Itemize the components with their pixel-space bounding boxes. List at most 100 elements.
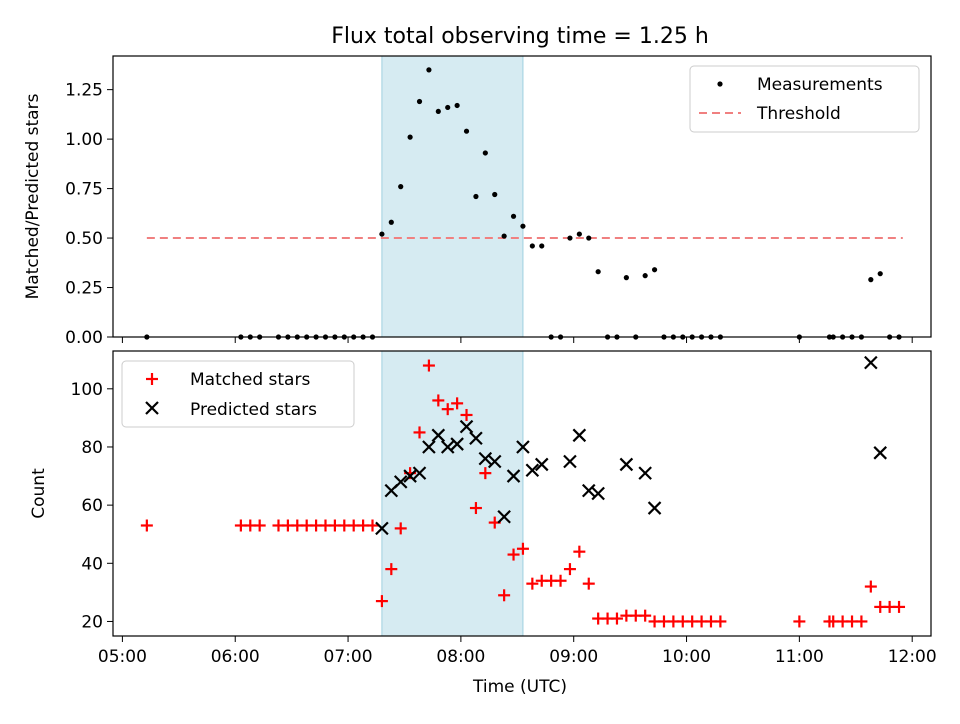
observing-window-shade <box>381 350 524 637</box>
time-x-tick-label: 09:00 <box>549 647 598 667</box>
count-legend: Matched stars Predicted stars <box>121 360 355 428</box>
matched-star-point <box>563 563 576 576</box>
measurement-point <box>492 191 498 198</box>
matched-star-point <box>507 548 520 561</box>
time-x-axis-label: Time (UTC) <box>472 677 567 697</box>
matched-star-point <box>394 522 407 535</box>
measurement-point <box>407 134 413 140</box>
matched-star-point <box>893 600 906 613</box>
measurement-point <box>651 267 658 273</box>
legend-measurements-label: Measurements <box>757 75 883 95</box>
observing-window-shade <box>381 55 524 338</box>
legend-predicted-label: Predicted stars <box>190 400 317 420</box>
time-x-tick-label: 07:00 <box>324 647 373 667</box>
predicted-star-point <box>450 437 464 451</box>
matched-star-point <box>516 542 529 555</box>
count-y-tick-label: 20 <box>81 612 103 632</box>
predicted-star-point <box>403 469 417 483</box>
matched-star-point <box>639 609 652 622</box>
predicted-star-point <box>581 483 596 498</box>
count-panel: 20 40 60 80 100 05:00 06:00 07:00 08:00 09:00 10:… <box>29 350 937 697</box>
matched-star-point <box>385 563 398 576</box>
ratio-y-tick-label: 1.00 <box>65 130 103 150</box>
ratio-x-ticks <box>121 337 913 343</box>
time-x-tick-label: 10:00 <box>662 647 711 667</box>
matched-star-point <box>441 403 454 416</box>
measurement-point <box>567 235 573 241</box>
predicted-star-point <box>563 454 577 469</box>
matched-star-point <box>498 589 511 602</box>
time-x-tick-label: 05:00 <box>98 647 147 667</box>
predicted-star-point <box>619 457 634 472</box>
matched-star-point <box>432 394 445 407</box>
measurement-point <box>576 231 582 237</box>
measurement-point <box>501 233 507 239</box>
measurement-point <box>379 231 385 237</box>
measurement-point <box>520 223 526 229</box>
measurement-point <box>473 193 479 200</box>
measurement-point <box>398 184 404 190</box>
predicted-star-point <box>647 501 662 515</box>
ratio-panel: 0.00 0.25 0.50 0.75 1.00 1.25 Matched/Predict… <box>23 55 932 348</box>
count-y-axis-label: Count <box>29 468 49 519</box>
ratio-y-tick-label: 0.50 <box>65 229 103 249</box>
time-x-tick-label: 08:00 <box>436 647 485 667</box>
matched-star-point <box>526 577 539 590</box>
predicted-star-point <box>497 509 511 524</box>
legend-matched-marker <box>146 373 158 385</box>
measurement-point <box>426 67 432 73</box>
measurement-point <box>595 269 601 275</box>
time-x-tick-label: 11:00 <box>775 647 824 667</box>
time-x-tick-label: 06:00 <box>211 647 260 667</box>
matched-star-point <box>366 519 379 532</box>
matched-star-point <box>610 612 623 625</box>
count-y-axis: 20 40 60 80 100 <box>71 380 113 632</box>
predicted-stars-points <box>375 355 888 536</box>
measurement-point <box>463 128 470 134</box>
legend-matched-label: Matched stars <box>190 370 310 390</box>
matched-stars-points <box>140 359 906 628</box>
ratio-panel-frame <box>112 55 932 338</box>
measurement-point <box>416 98 423 105</box>
matched-star-point <box>469 502 482 515</box>
measurement-point <box>482 150 488 156</box>
legend-measurements-marker <box>717 81 723 87</box>
matched-star-point <box>554 574 567 587</box>
measurement-point <box>454 102 460 109</box>
predicted-star-point <box>422 440 436 454</box>
legend-predicted-marker <box>145 401 159 415</box>
predicted-star-point <box>873 446 888 460</box>
time-x-tick-label: 12:00 <box>888 647 937 667</box>
measurement-point <box>642 273 648 279</box>
matched-star-point <box>413 426 426 439</box>
ratio-y-axis-label: Matched/Predicted stars <box>23 93 43 299</box>
count-y-tick-label: 80 <box>81 438 103 458</box>
measurement-point <box>445 104 451 111</box>
predicted-star-point <box>478 451 493 466</box>
matched-star-point <box>793 615 806 628</box>
measurement-point <box>586 235 592 241</box>
ratio-y-tick-label: 0.25 <box>65 279 103 299</box>
predicted-star-point <box>375 521 389 536</box>
ratio-y-tick-label: 0.00 <box>65 328 103 348</box>
predicted-star-point <box>412 466 427 480</box>
ratio-legend: Measurements Threshold <box>689 65 920 133</box>
measurement-point <box>623 275 629 281</box>
predicted-star-point <box>591 486 605 501</box>
ratio-y-axis: 0.00 0.25 0.50 0.75 1.00 1.25 <box>65 81 113 348</box>
predicted-star-point <box>638 466 652 480</box>
measurement-point <box>868 277 874 283</box>
matched-star-point <box>253 519 266 532</box>
measurement-point <box>529 243 535 249</box>
matched-star-point <box>451 397 464 410</box>
matched-star-point <box>140 519 153 532</box>
legend-threshold-label: Threshold <box>756 104 841 124</box>
predicted-star-point <box>506 469 521 483</box>
figure-title: Flux total observing time = 1.25 h <box>331 24 709 49</box>
matched-star-point <box>582 577 595 590</box>
predicted-star-point <box>534 457 549 472</box>
count-y-tick-label: 40 <box>81 554 103 574</box>
predicted-star-point <box>459 419 474 434</box>
matched-star-point <box>460 408 473 421</box>
